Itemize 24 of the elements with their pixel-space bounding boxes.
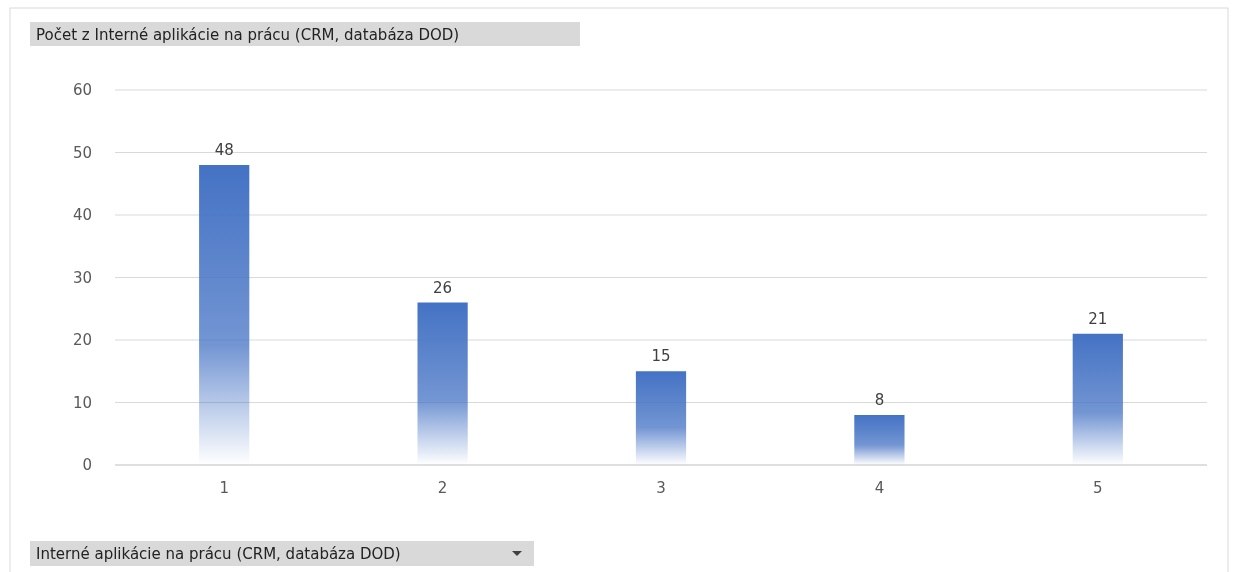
- y-tick-label: 20: [72, 331, 92, 350]
- x-tick-label: 3: [656, 479, 666, 497]
- bar: [417, 302, 468, 465]
- data-label: 48: [214, 141, 234, 159]
- y-tick-label: 50: [72, 143, 92, 162]
- y-tick-label: 0: [82, 456, 92, 475]
- x-tick-label: 4: [874, 479, 885, 497]
- y-tick-label: 60: [72, 81, 92, 100]
- x-axis-title: Interné aplikácie na prácu (CRM, databáza DOD): [36, 545, 401, 563]
- data-label: 15: [651, 347, 671, 366]
- bar: [854, 415, 905, 465]
- data-label: 21: [1088, 309, 1108, 328]
- x-tick-label: 5: [1093, 479, 1103, 497]
- x-tick-label: 2: [437, 479, 448, 497]
- chart-title: Počet z Interné aplikácie na prácu (CRM, databáza DOD): [36, 26, 460, 44]
- y-tick-label: 30: [72, 268, 92, 287]
- data-label: 26: [433, 278, 453, 297]
- x-tick-label: 1: [219, 479, 229, 497]
- bar: [635, 371, 687, 465]
- title-button: Počet z Interné aplikácie na prácu (CRM, databáza DOD): [30, 22, 580, 46]
- bar: [1072, 333, 1123, 465]
- data-label: 8: [874, 391, 885, 409]
- y-tick-label: 40: [72, 206, 92, 225]
- y-tick-label: 10: [72, 393, 92, 412]
